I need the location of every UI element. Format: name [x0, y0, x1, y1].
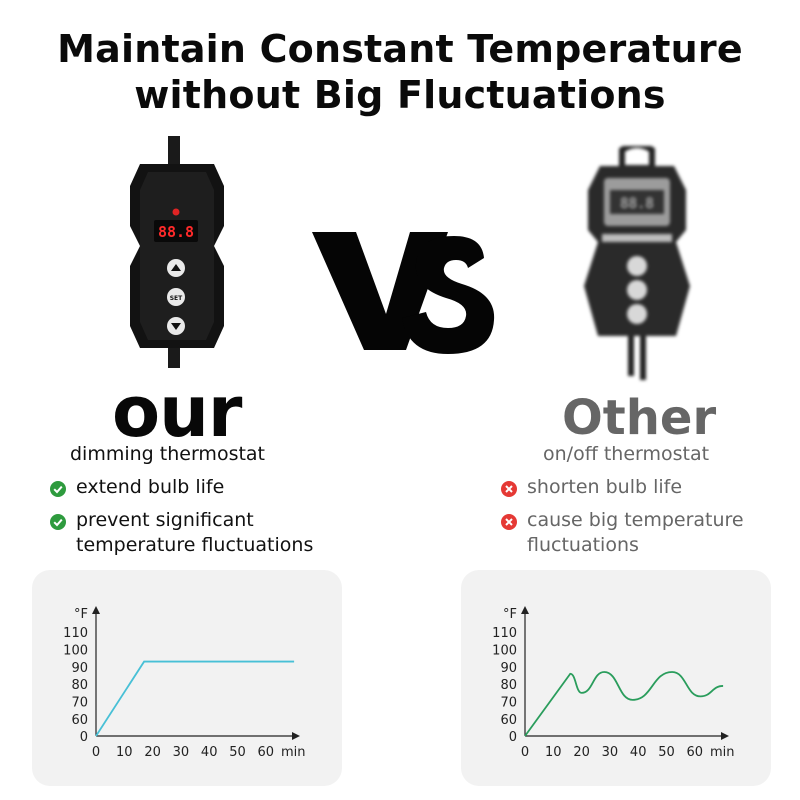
y-unit-label: °F: [74, 607, 88, 622]
our-subtitle: dimming thermostat: [70, 443, 266, 465]
feature-text-line-1: prevent significant: [76, 509, 254, 531]
our-feature-2: prevent significant temperature fluctuat…: [76, 508, 313, 558]
y-tick-label: 90: [71, 661, 88, 676]
check-icon: [50, 514, 66, 530]
x-unit-label: min: [281, 745, 306, 760]
x-tick-label: 30: [602, 745, 619, 760]
x-tick-label: 30: [173, 745, 190, 760]
y-axis-arrow: [92, 606, 100, 614]
feature-text-line-2: fluctuations: [527, 534, 639, 556]
y-axis-arrow: [521, 606, 529, 614]
y-unit-label: °F: [503, 607, 517, 622]
y-tick-label: 110: [63, 626, 88, 641]
our-chart-panel: °F min 0 60 70 80 90 100 110 0 10 20 30 40 50 60: [32, 570, 342, 786]
feature-text: shorten bulb life: [527, 476, 683, 498]
y-tick-label: 80: [71, 678, 88, 693]
y-tick-label: 0: [80, 730, 88, 745]
our-feature-1: extend bulb life: [76, 475, 224, 500]
other-device-display: 88.8: [620, 196, 654, 212]
vs-logo: [312, 232, 495, 354]
other-thermostat-device: 88.8: [584, 146, 690, 380]
y-tick-label: 100: [63, 643, 88, 658]
y-tick-label: 110: [492, 626, 517, 641]
x-tick-label: 50: [229, 745, 246, 760]
x-icon: [501, 481, 517, 497]
x-tick-label: 40: [201, 745, 218, 760]
y-tick-label: 80: [500, 678, 517, 693]
check-icon: [50, 481, 66, 497]
other-feature-1: shorten bulb life: [527, 475, 682, 500]
page-title: Maintain Constant Temperature without Bi…: [0, 26, 800, 118]
feature-text-line-1: cause big temperature: [527, 509, 744, 531]
x-tick-label: 10: [545, 745, 562, 760]
other-temperature-chart: °F min 0 60 70 80 90 100 110 0 10 20 30 40 50 60: [492, 606, 735, 760]
other-label: Other: [562, 390, 717, 446]
y-tick-label: 90: [500, 661, 517, 676]
our-thermostat-device: 88.8 SET: [130, 136, 224, 368]
our-device-display: 88.8: [158, 223, 194, 241]
x-axis-arrow: [292, 732, 300, 740]
feature-text: extend bulb life: [76, 476, 225, 498]
x-tick-label: 50: [658, 745, 675, 760]
y-tick-label: 0: [509, 730, 517, 745]
title-line-1: Maintain Constant Temperature: [57, 27, 743, 71]
x-unit-label: min: [710, 745, 735, 760]
our-label: our: [112, 371, 242, 453]
y-tick-label: 70: [500, 696, 517, 711]
feature-text-line-2: temperature fluctuations: [76, 534, 314, 556]
x-tick-label: 10: [116, 745, 133, 760]
y-tick-label: 70: [71, 696, 88, 711]
svg-text:SET: SET: [170, 295, 183, 302]
title-line-2: without Big Fluctuations: [134, 73, 666, 117]
x-tick-label: 60: [258, 745, 275, 760]
other-chart-panel: °F min 0 60 70 80 90 100 110 0 10 20 30 40 50 60: [461, 570, 771, 786]
x-tick-label: 20: [573, 745, 590, 760]
series-line: [95, 660, 295, 737]
other-subtitle: on/off thermostat: [543, 443, 710, 465]
other-feature-2: cause big temperature fluctuations: [527, 508, 744, 558]
our-temperature-chart: °F min 0 60 70 80 90 100 110 0 10 20 30 40 50 60: [63, 606, 306, 760]
series-line: [524, 671, 724, 737]
y-tick-label: 60: [500, 713, 517, 728]
x-tick-label: 40: [630, 745, 647, 760]
x-axis-arrow: [721, 732, 729, 740]
y-tick-label: 100: [492, 643, 517, 658]
y-tick-label: 60: [71, 713, 88, 728]
x-tick-label: 20: [144, 745, 161, 760]
x-tick-label: 0: [92, 745, 100, 760]
x-tick-label: 0: [521, 745, 529, 760]
x-icon: [501, 514, 517, 530]
x-tick-label: 60: [687, 745, 704, 760]
